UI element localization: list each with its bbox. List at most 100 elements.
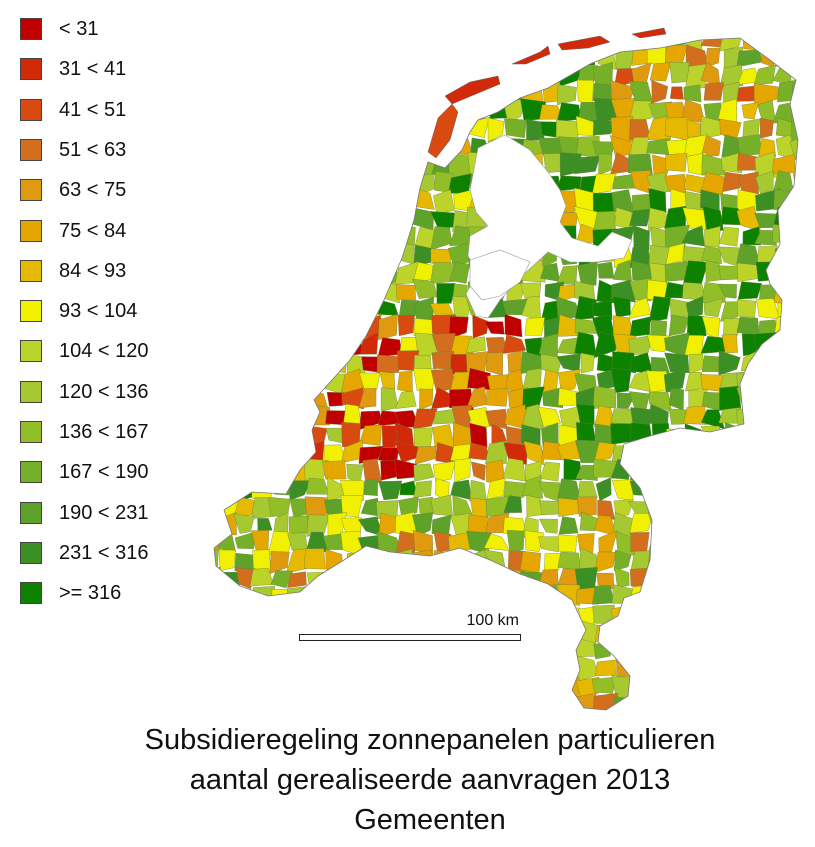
municipality-area xyxy=(683,84,702,103)
municipality-area xyxy=(341,279,365,302)
municipality-area xyxy=(738,480,759,497)
municipality-area xyxy=(417,584,438,608)
municipality-area xyxy=(322,278,343,300)
municipality-area xyxy=(214,315,223,335)
municipality-area xyxy=(303,548,326,570)
municipality-area xyxy=(777,302,797,318)
municipality-area xyxy=(738,516,761,534)
municipality-area xyxy=(646,658,672,679)
municipality-area xyxy=(469,422,488,448)
municipality-area xyxy=(267,119,293,137)
municipality-area xyxy=(375,38,399,53)
municipality-area xyxy=(306,675,328,699)
municipality-area xyxy=(269,283,292,303)
municipality-area xyxy=(448,48,471,68)
municipality-area xyxy=(628,369,651,392)
legend-label: 51 < 63 xyxy=(59,138,127,161)
municipality-area xyxy=(393,587,416,609)
municipality-area xyxy=(485,587,510,609)
municipality-area xyxy=(216,224,235,250)
municipality-area xyxy=(484,549,506,572)
municipality-area xyxy=(796,695,798,710)
legend-label: 63 < 75 xyxy=(59,179,127,202)
municipality-area xyxy=(377,187,396,212)
municipality-area xyxy=(394,117,418,139)
municipality-area xyxy=(341,190,365,213)
municipality-area xyxy=(669,61,690,84)
municipality-area xyxy=(253,98,274,121)
municipality-area xyxy=(648,296,672,323)
legend-item: 231 < 316 xyxy=(20,541,220,566)
municipality-area xyxy=(253,695,273,710)
municipality-area xyxy=(592,585,615,605)
municipality-area xyxy=(414,445,437,465)
municipality-area xyxy=(268,296,291,321)
municipality-area xyxy=(557,607,580,622)
municipality-area xyxy=(466,694,488,710)
municipality-area xyxy=(358,388,377,409)
municipality-area xyxy=(214,99,218,121)
municipality-area xyxy=(308,205,329,232)
municipality-area xyxy=(396,674,420,698)
municipality-area xyxy=(214,458,222,482)
municipality-area xyxy=(753,332,777,358)
municipality-area xyxy=(419,388,434,411)
municipality-area xyxy=(613,549,632,572)
municipality-area xyxy=(700,135,721,158)
municipality-area xyxy=(430,211,455,229)
municipality-area xyxy=(250,371,275,393)
municipality-area xyxy=(721,152,743,174)
legend-item: 51 < 63 xyxy=(20,138,220,163)
scale-bar: 100 km xyxy=(299,612,521,644)
municipality-area xyxy=(557,175,582,191)
municipality-area xyxy=(522,626,547,646)
municipality-area xyxy=(304,45,327,70)
municipality-area xyxy=(556,265,578,285)
municipality-area xyxy=(214,479,222,501)
municipality-area xyxy=(362,676,384,695)
municipality-area xyxy=(432,460,456,483)
municipality-area xyxy=(217,585,241,606)
municipality-area xyxy=(667,655,688,683)
municipality-area xyxy=(292,210,310,229)
municipality-area xyxy=(217,153,235,176)
municipality-area xyxy=(291,66,312,82)
municipality-area xyxy=(256,136,272,160)
municipality-area xyxy=(703,82,725,101)
municipality-area xyxy=(684,678,707,696)
municipality-area xyxy=(252,277,275,305)
municipality-area xyxy=(628,603,652,626)
municipality-area xyxy=(789,134,798,158)
municipality-area xyxy=(773,388,798,410)
municipality-area xyxy=(233,332,256,357)
municipality-area xyxy=(774,602,797,627)
municipality-area xyxy=(702,494,725,520)
municipality-area xyxy=(286,691,307,710)
municipality-area xyxy=(304,496,328,520)
municipality-area xyxy=(612,351,637,374)
municipality-area xyxy=(361,226,381,249)
municipality-area xyxy=(305,263,326,287)
municipality-area xyxy=(395,390,417,409)
municipality-area xyxy=(322,677,348,700)
municipality-area xyxy=(287,532,308,552)
municipality-area xyxy=(433,550,455,571)
municipality-area xyxy=(789,530,798,555)
municipality-area xyxy=(719,64,744,87)
municipality-area xyxy=(393,458,417,480)
municipality-area xyxy=(739,694,763,710)
legend-label: 31 < 41 xyxy=(59,58,127,81)
municipality-area xyxy=(594,551,616,573)
municipality-area xyxy=(341,171,365,193)
municipality-area xyxy=(701,154,726,176)
municipality-area xyxy=(668,605,689,628)
municipality-area xyxy=(322,224,346,250)
municipality-area xyxy=(360,103,383,124)
municipality-area xyxy=(703,586,722,609)
legend-swatch xyxy=(20,98,42,121)
municipality-area xyxy=(741,569,759,587)
municipality-area xyxy=(772,369,794,390)
municipality-area xyxy=(268,460,294,481)
legend-item: 120 < 136 xyxy=(20,380,220,405)
municipality-area xyxy=(214,152,218,175)
